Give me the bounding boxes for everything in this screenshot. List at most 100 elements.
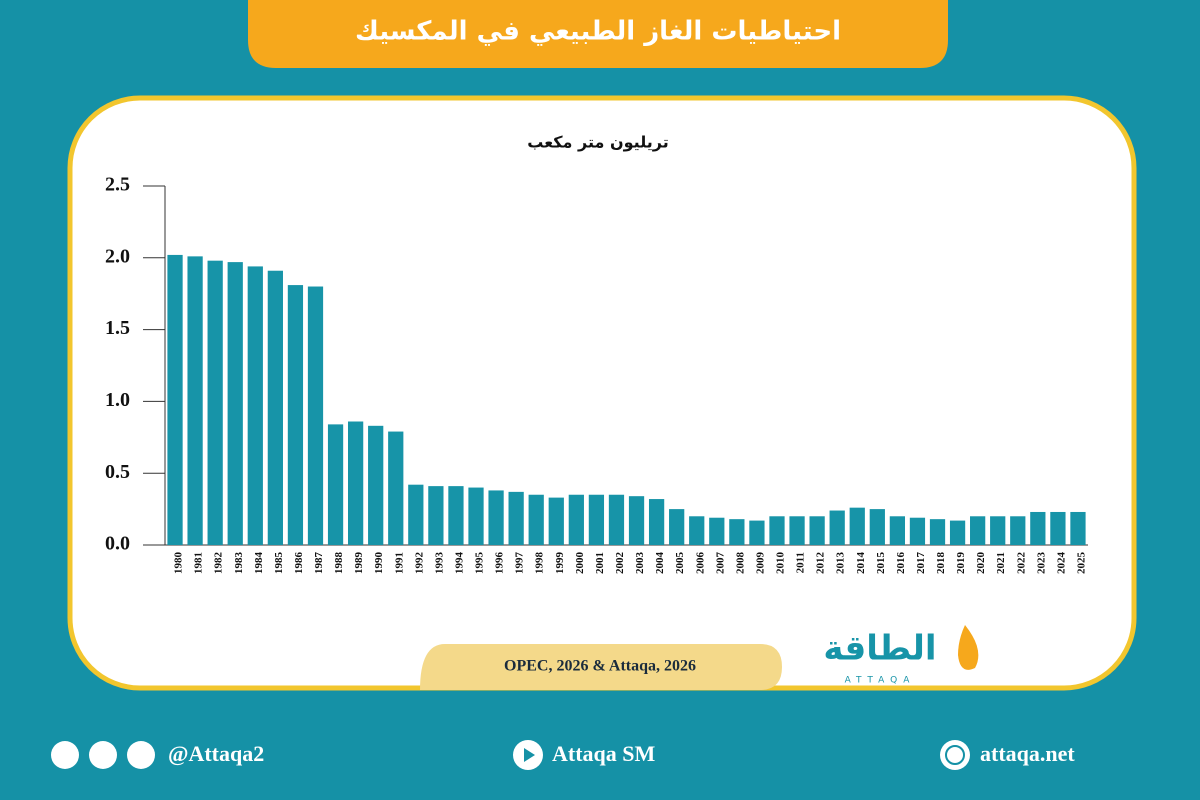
x-tick-label: 1981 <box>193 552 205 574</box>
x-tick-label: 2006 <box>694 552 706 575</box>
bar <box>287 285 304 545</box>
bar <box>247 266 263 545</box>
bar <box>347 421 364 545</box>
social-icons <box>51 740 970 770</box>
bar <box>187 256 203 545</box>
x-tick-label: 1997 <box>514 552 526 575</box>
bar <box>1010 516 1026 545</box>
footer-social[interactable]: @Attaqa2 <box>168 741 264 766</box>
bar <box>428 486 444 545</box>
x-tick-label: 2003 <box>634 552 646 575</box>
x-tick-label: 2008 <box>734 552 746 575</box>
bar <box>408 484 424 545</box>
bar <box>1070 511 1086 545</box>
bar <box>769 516 785 545</box>
bar <box>929 519 946 545</box>
x-tick-label: 1986 <box>293 552 305 575</box>
bar <box>809 516 825 545</box>
instagram-icon[interactable] <box>89 741 117 769</box>
bar <box>849 507 865 545</box>
x-tick-label: 2024 <box>1055 552 1067 575</box>
x-tick-label: 1990 <box>373 552 385 575</box>
x-tick-label: 2025 <box>1075 552 1087 575</box>
y-tick-label: 2.5 <box>105 174 130 196</box>
x-tick-label: 2005 <box>674 552 686 575</box>
x-tick-label: 1987 <box>313 552 325 575</box>
bar <box>508 491 524 545</box>
y-tick-label: 1.0 <box>105 389 130 411</box>
footer-youtube[interactable]: Attaqa SM <box>552 741 656 766</box>
x-tick-label: 1982 <box>213 552 225 575</box>
x-tick-label: 1998 <box>534 552 546 575</box>
bar <box>1030 511 1046 545</box>
x-tick-label: 2012 <box>815 552 827 575</box>
x-tick-label: 2004 <box>654 552 666 575</box>
bar <box>388 431 404 545</box>
bar <box>789 516 805 545</box>
title: احتياطيات الغاز الطبيعي في المكسيك <box>355 17 841 47</box>
x-tick-label: 2021 <box>995 552 1007 574</box>
bar <box>1050 511 1066 545</box>
footer-website[interactable]: attaqa.net <box>980 741 1075 766</box>
x-icon[interactable] <box>51 741 79 769</box>
source-pill <box>420 644 782 690</box>
bar <box>608 494 625 545</box>
bar <box>167 254 183 546</box>
x-tick-label: 2023 <box>1035 552 1047 575</box>
bar <box>528 494 544 545</box>
web-icon[interactable] <box>940 740 970 770</box>
x-tick-label: 2001 <box>594 552 606 574</box>
x-tick-label: 1994 <box>453 552 465 575</box>
bar <box>488 490 504 545</box>
x-tick-label: 2010 <box>775 552 787 575</box>
youtube-play <box>524 748 535 762</box>
facebook-icon[interactable] <box>127 741 155 769</box>
bar <box>829 510 845 545</box>
bar <box>207 260 223 545</box>
x-tick-label: 2015 <box>875 552 887 575</box>
x-tick-label: 1984 <box>253 552 265 575</box>
y-tick-label: 0.0 <box>105 533 130 555</box>
source: OPEC, 2026 & Attaqa, 2026 <box>504 658 696 675</box>
x-tick-label: 2018 <box>935 552 947 575</box>
x-tick-label: 2017 <box>915 552 927 575</box>
bar <box>909 517 926 545</box>
bar <box>648 499 665 545</box>
y-tick-label: 1.5 <box>105 317 130 339</box>
bar <box>448 486 464 545</box>
x-tick-label: 1995 <box>474 552 486 575</box>
x-tick-label: 1980 <box>173 552 185 575</box>
x-tick-label: 2020 <box>975 552 987 575</box>
bar <box>327 424 344 545</box>
bar <box>568 494 584 545</box>
logo-name: الطاقة <box>823 629 936 669</box>
x-tick-label: 2014 <box>855 552 867 575</box>
x-tick-label: 2000 <box>574 552 586 575</box>
bar <box>970 516 986 545</box>
bar <box>267 270 283 545</box>
x-tick-label: 1983 <box>233 552 245 575</box>
bar <box>588 494 605 545</box>
y-axis-label: تريليون متر مكعب <box>527 133 668 152</box>
x-tick-label: 2019 <box>955 552 967 575</box>
x-tick-label: 2022 <box>1015 552 1027 575</box>
x-tick-label: 1989 <box>353 552 365 575</box>
bar <box>889 516 906 545</box>
web-globe <box>945 745 965 765</box>
bar <box>749 520 765 545</box>
title-banner <box>248 0 948 68</box>
x-tick-label: 1992 <box>413 552 425 575</box>
x-tick-label: 2011 <box>795 552 807 573</box>
bar <box>949 520 966 545</box>
bar <box>689 516 705 545</box>
x-tick-label: 1991 <box>393 552 405 574</box>
bar <box>990 516 1006 545</box>
x-tick-label: 1988 <box>333 552 345 575</box>
bar <box>307 286 324 545</box>
y-tick-label: 0.5 <box>105 461 130 483</box>
plot: 0.0 0.5 1.0 1.5 2.0 2.5 1980 1981 1982 1983 1984 19… <box>105 174 1088 574</box>
logo-drop <box>958 625 979 670</box>
bar <box>548 497 564 545</box>
bar <box>869 509 885 545</box>
